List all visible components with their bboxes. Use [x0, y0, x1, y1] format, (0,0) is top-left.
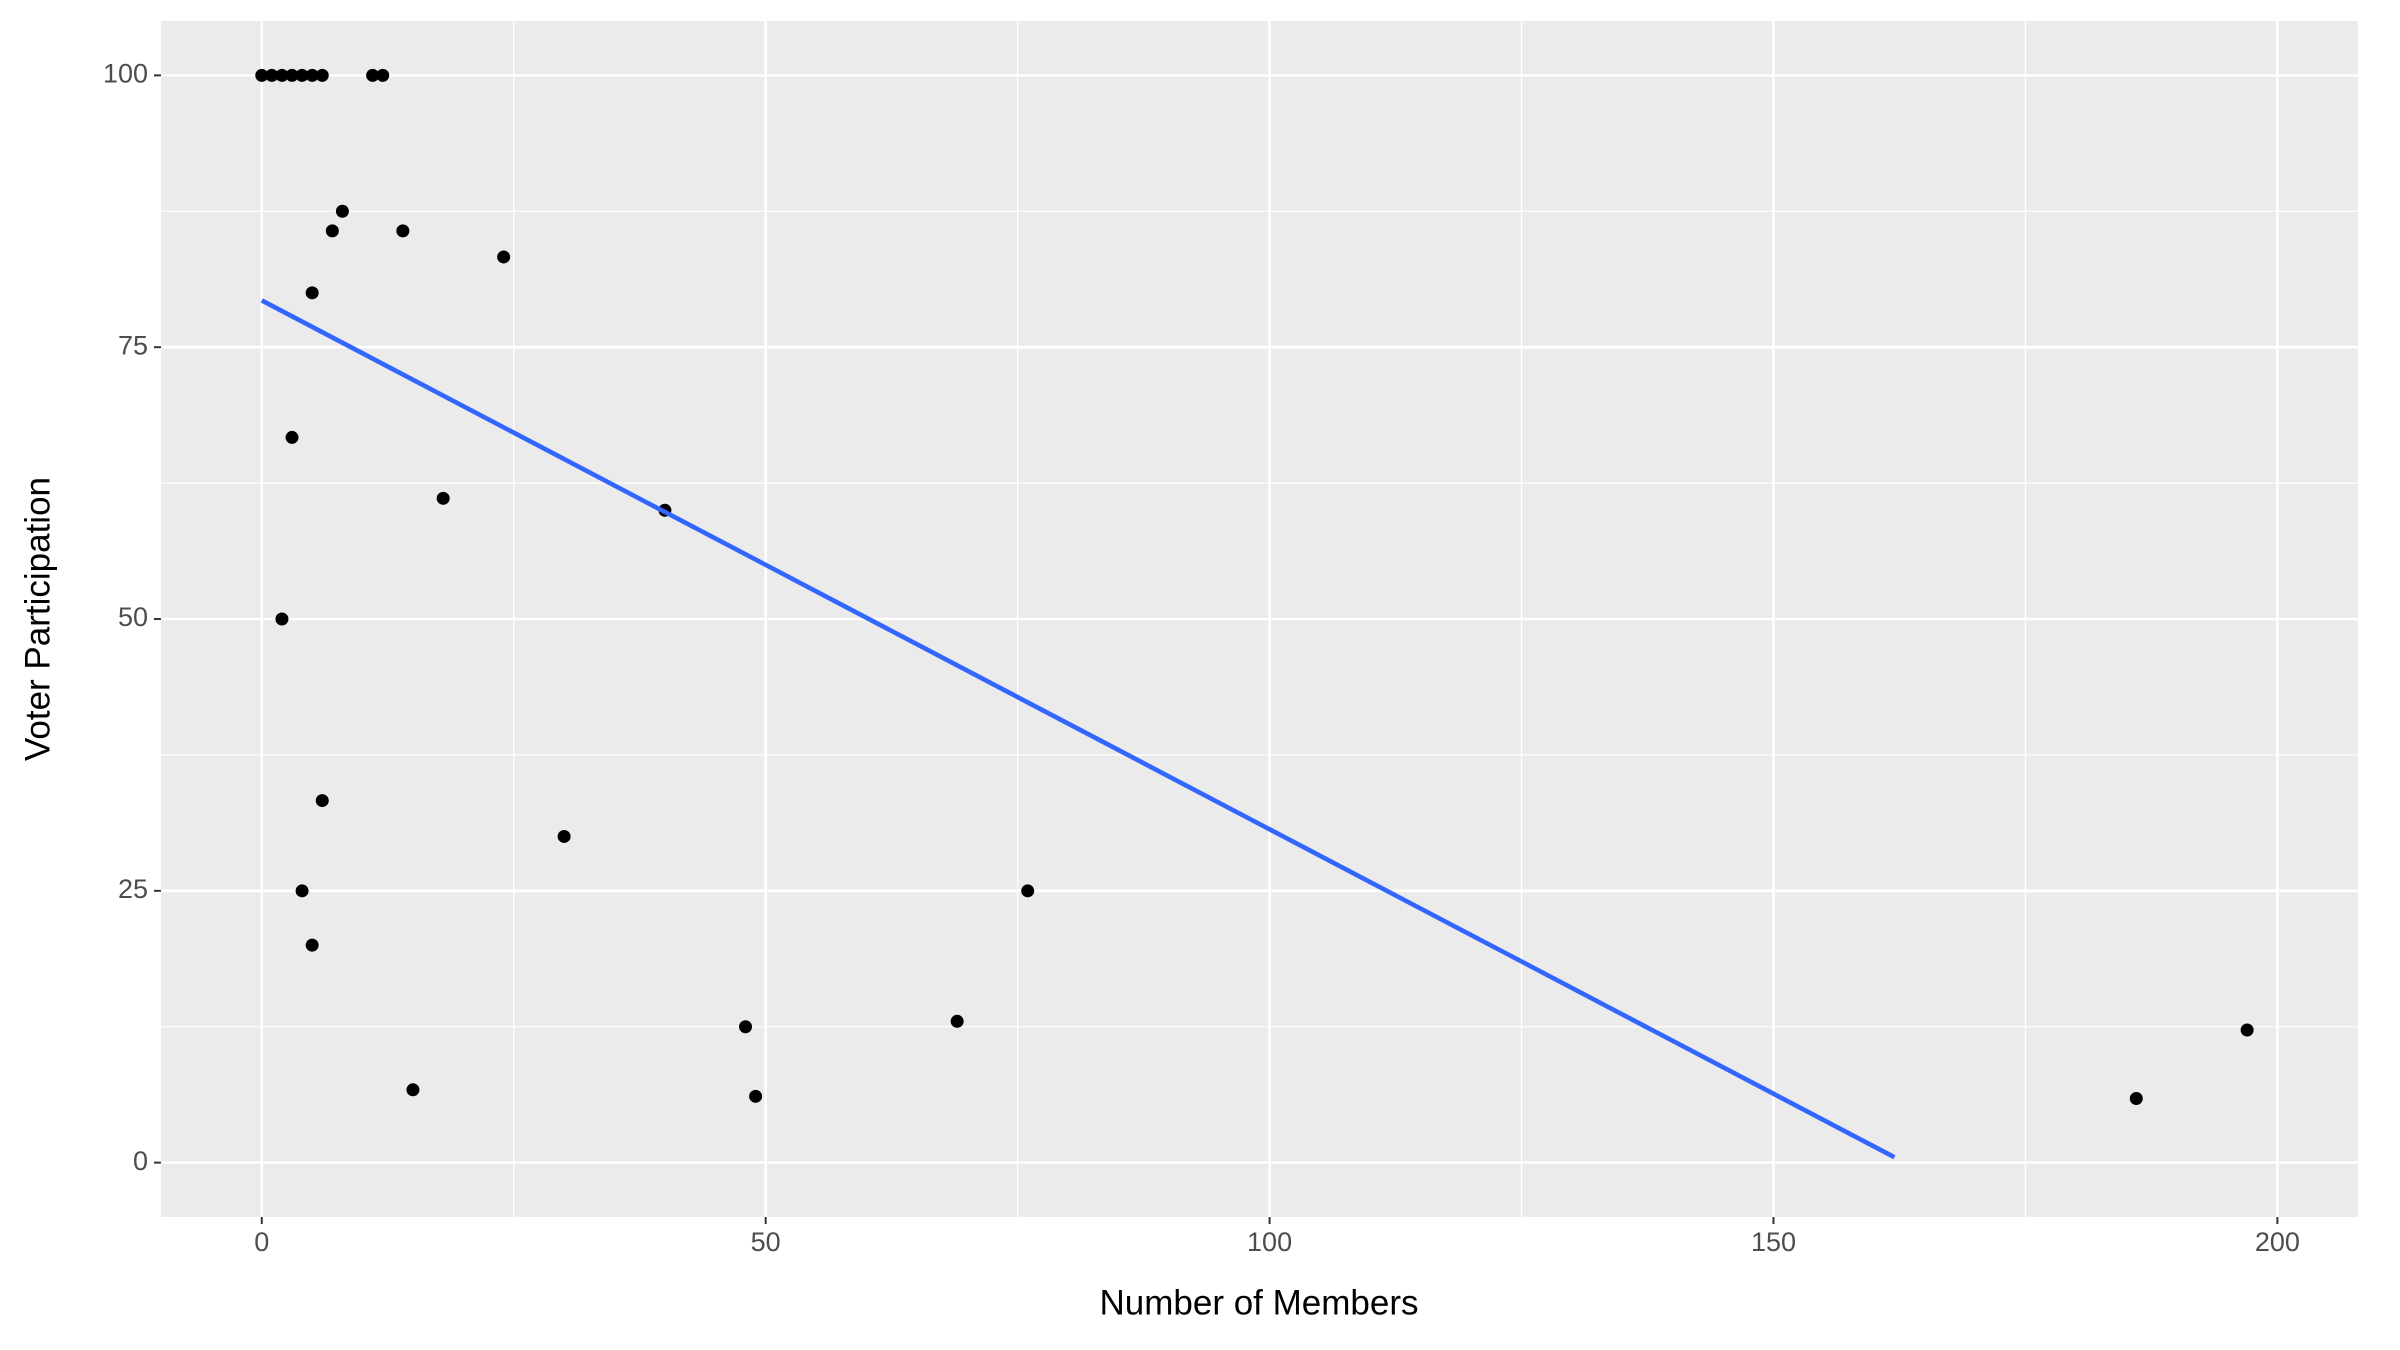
point [255, 68, 269, 82]
point [305, 938, 319, 952]
point [295, 68, 309, 82]
point [2240, 1023, 2254, 1037]
y-tick-label: 50 [118, 602, 148, 632]
point [436, 491, 450, 505]
point [295, 884, 309, 898]
y-tick-label: 0 [133, 1146, 148, 1176]
point [406, 1083, 420, 1097]
point [739, 1020, 753, 1034]
point [275, 612, 289, 626]
x-tick-label: 50 [751, 1227, 781, 1257]
y-tick-label: 75 [118, 330, 148, 360]
point [396, 224, 410, 238]
y-tick-label: 25 [118, 874, 148, 904]
x-tick-label: 100 [1247, 1227, 1292, 1257]
point [305, 286, 319, 300]
y-tick-label: 100 [103, 58, 148, 88]
point [265, 68, 279, 82]
point [275, 68, 289, 82]
point [285, 68, 299, 82]
point [305, 68, 319, 82]
point [315, 68, 329, 82]
point [749, 1089, 763, 1103]
x-tick-label: 0 [254, 1227, 269, 1257]
point [376, 68, 390, 82]
point [1021, 884, 1035, 898]
x-axis-title: Number of Members [1100, 1283, 1419, 1322]
y-axis-title: Voter Participation [18, 477, 57, 761]
point [497, 250, 511, 264]
point [2129, 1091, 2143, 1105]
trend-line [260, 298, 1896, 1160]
point [315, 794, 329, 808]
x-tick-label: 150 [1751, 1227, 1796, 1257]
point [557, 829, 571, 843]
point [950, 1014, 964, 1028]
x-tick-label: 200 [2255, 1227, 2300, 1257]
point [285, 430, 299, 444]
point [335, 204, 349, 218]
point [325, 224, 339, 238]
point [366, 68, 380, 82]
